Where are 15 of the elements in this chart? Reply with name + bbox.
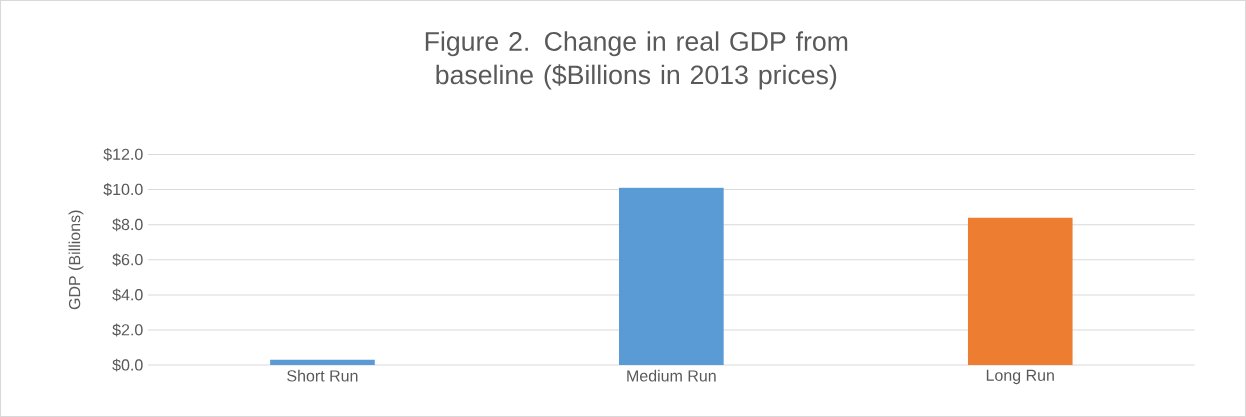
bar (619, 187, 724, 366)
y-tick-label: $8.0 (112, 218, 143, 232)
y-axis-title: GDP (Billions) (68, 210, 84, 310)
bar (967, 217, 1073, 366)
x-tick-label: Medium Run (627, 369, 716, 382)
y-tick-label: $0.0 (112, 358, 143, 372)
y-tick-label: $2.0 (112, 323, 143, 337)
x-tick-label: Short Run (287, 369, 358, 382)
y-tick-label: $10.0 (103, 183, 143, 197)
x-tick-label: Long Run (986, 369, 1054, 385)
chart-title: Figure 2. Change in real GDP from baseline ($Billions in 2013 prices) (425, 31, 848, 90)
bar (270, 359, 375, 366)
y-tick-label: $4.0 (112, 288, 143, 302)
y-tick-label: $12.0 (103, 147, 143, 161)
y-tick-label: $6.0 (112, 253, 143, 267)
